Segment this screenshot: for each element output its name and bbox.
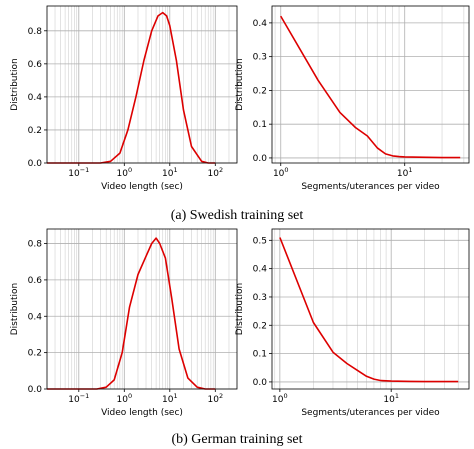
y-tick-label: 0.4 xyxy=(28,312,43,322)
y-tick-label: 0.0 xyxy=(28,385,43,395)
plot-frame xyxy=(46,5,238,164)
x-tick-label: 10−1 xyxy=(68,392,89,405)
distribution-line xyxy=(280,15,461,159)
y-tick-label: 0.8 xyxy=(28,240,43,250)
y-axis-label: Distribution xyxy=(10,58,20,111)
y-tick-label: 0.1 xyxy=(253,350,267,360)
distribution-line xyxy=(47,11,216,164)
y-tick-label: 0.4 xyxy=(28,93,43,103)
y-tick-label: 0.2 xyxy=(253,321,267,331)
y-tick-label: 0.3 xyxy=(253,293,267,303)
x-tick-label: 100 xyxy=(272,392,288,405)
y-tick-label: 0.0 xyxy=(253,378,268,388)
y-tick-label: 0.2 xyxy=(253,86,267,96)
y-tick-label: 0.0 xyxy=(28,159,43,169)
y-tick-label: 0.0 xyxy=(253,154,268,164)
distribution-line xyxy=(47,237,216,390)
x-axis-label: Video length (sec) xyxy=(101,182,183,192)
y-tick-label: 0.2 xyxy=(28,349,42,359)
x-tick-label: 100 xyxy=(117,166,133,179)
y-tick-label: 0.4 xyxy=(253,19,268,29)
y-tick-label: 0.5 xyxy=(253,236,267,246)
panel-german-segments: 100 101 0.0 0.1 0.2 0.3 0.4 0.5 Segments/uteranc… xyxy=(235,228,470,418)
y-axis-label: Distribution xyxy=(235,283,245,336)
x-tick-label: 100 xyxy=(273,166,289,179)
y-tick-label: 0.4 xyxy=(253,265,268,275)
y-tick-label: 0.6 xyxy=(28,276,43,286)
x-tick-label: 101 xyxy=(397,166,413,179)
plot-frame xyxy=(271,5,470,164)
x-axis-label: Segments/uterances per video xyxy=(301,408,440,418)
x-tick-label: 102 xyxy=(207,166,223,179)
y-tick-label: 0.3 xyxy=(253,53,267,63)
y-tick-label: 0.2 xyxy=(28,126,42,136)
x-axis-label: Segments/uterances per video xyxy=(301,182,440,192)
panel-swedish-video-length: 10−1 100 101 102 0.0 0.2 0.4 0.6 0.8 Video length… xyxy=(10,5,238,192)
y-tick-label: 0.8 xyxy=(28,27,43,37)
x-tick-label: 101 xyxy=(162,392,178,405)
y-tick-label: 0.6 xyxy=(28,60,43,70)
caption-b: (b) German training set xyxy=(171,432,302,447)
x-tick-label: 100 xyxy=(117,392,133,405)
x-tick-label: 101 xyxy=(383,392,399,405)
x-tick-label: 101 xyxy=(162,166,178,179)
y-tick-label: 0.1 xyxy=(253,120,267,130)
x-tick-label: 10−1 xyxy=(68,166,89,179)
panel-swedish-segments: 100 101 0.0 0.1 0.2 0.3 0.4 Segments/uterances … xyxy=(235,5,470,192)
x-tick-label: 102 xyxy=(207,392,223,405)
distribution-line xyxy=(279,237,459,383)
caption-a: (a) Swedish training set xyxy=(171,208,304,223)
y-axis-label: Distribution xyxy=(10,283,20,336)
plot-frame xyxy=(271,228,470,390)
plot-frame xyxy=(46,228,238,390)
y-axis-label: Distribution xyxy=(235,58,245,111)
x-axis-label: Video length (sec) xyxy=(101,408,183,418)
panel-german-video-length: 10−1 100 101 102 0.0 0.2 0.4 0.6 0.8 Video length… xyxy=(10,228,238,418)
